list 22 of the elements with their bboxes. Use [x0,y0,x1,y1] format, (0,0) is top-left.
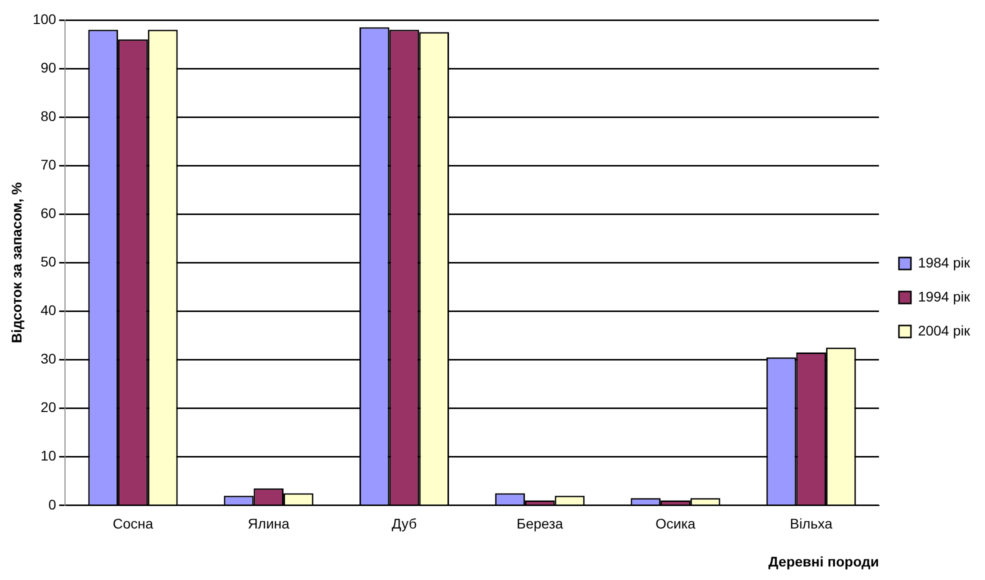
x-tick-label: Сосна [112,516,154,532]
x-tick-label: Ялина [248,516,290,532]
y-tick-label: 20 [40,399,56,416]
y-tick-label: 60 [40,205,56,222]
legend-label: 1994 рік [918,288,971,304]
legend-label: 2004 рік [918,322,971,338]
y-tick-label: 40 [40,302,56,318]
y-tick-label: 50 [40,254,56,270]
y-tick-label: 30 [40,350,56,367]
y-tick-label: 80 [40,108,56,124]
x-tick-label: Осика [656,516,696,532]
y-tick-label: 70 [40,156,56,172]
y-tick-label: 10 [40,448,56,464]
y-tick-label: 0 [48,496,56,512]
legend-label: 1984 рік [918,254,971,270]
x-tick-label: Дуб [392,516,417,532]
x-tick-label: Береза [516,516,564,532]
y-axis-title: Відсоток за запасом, % [8,182,24,344]
y-tick-label: 100 [32,10,56,27]
y-tick-label: 90 [40,59,56,76]
x-tick-label: Вільха [790,516,833,532]
x-axis-title: Деревні породи [768,553,879,570]
